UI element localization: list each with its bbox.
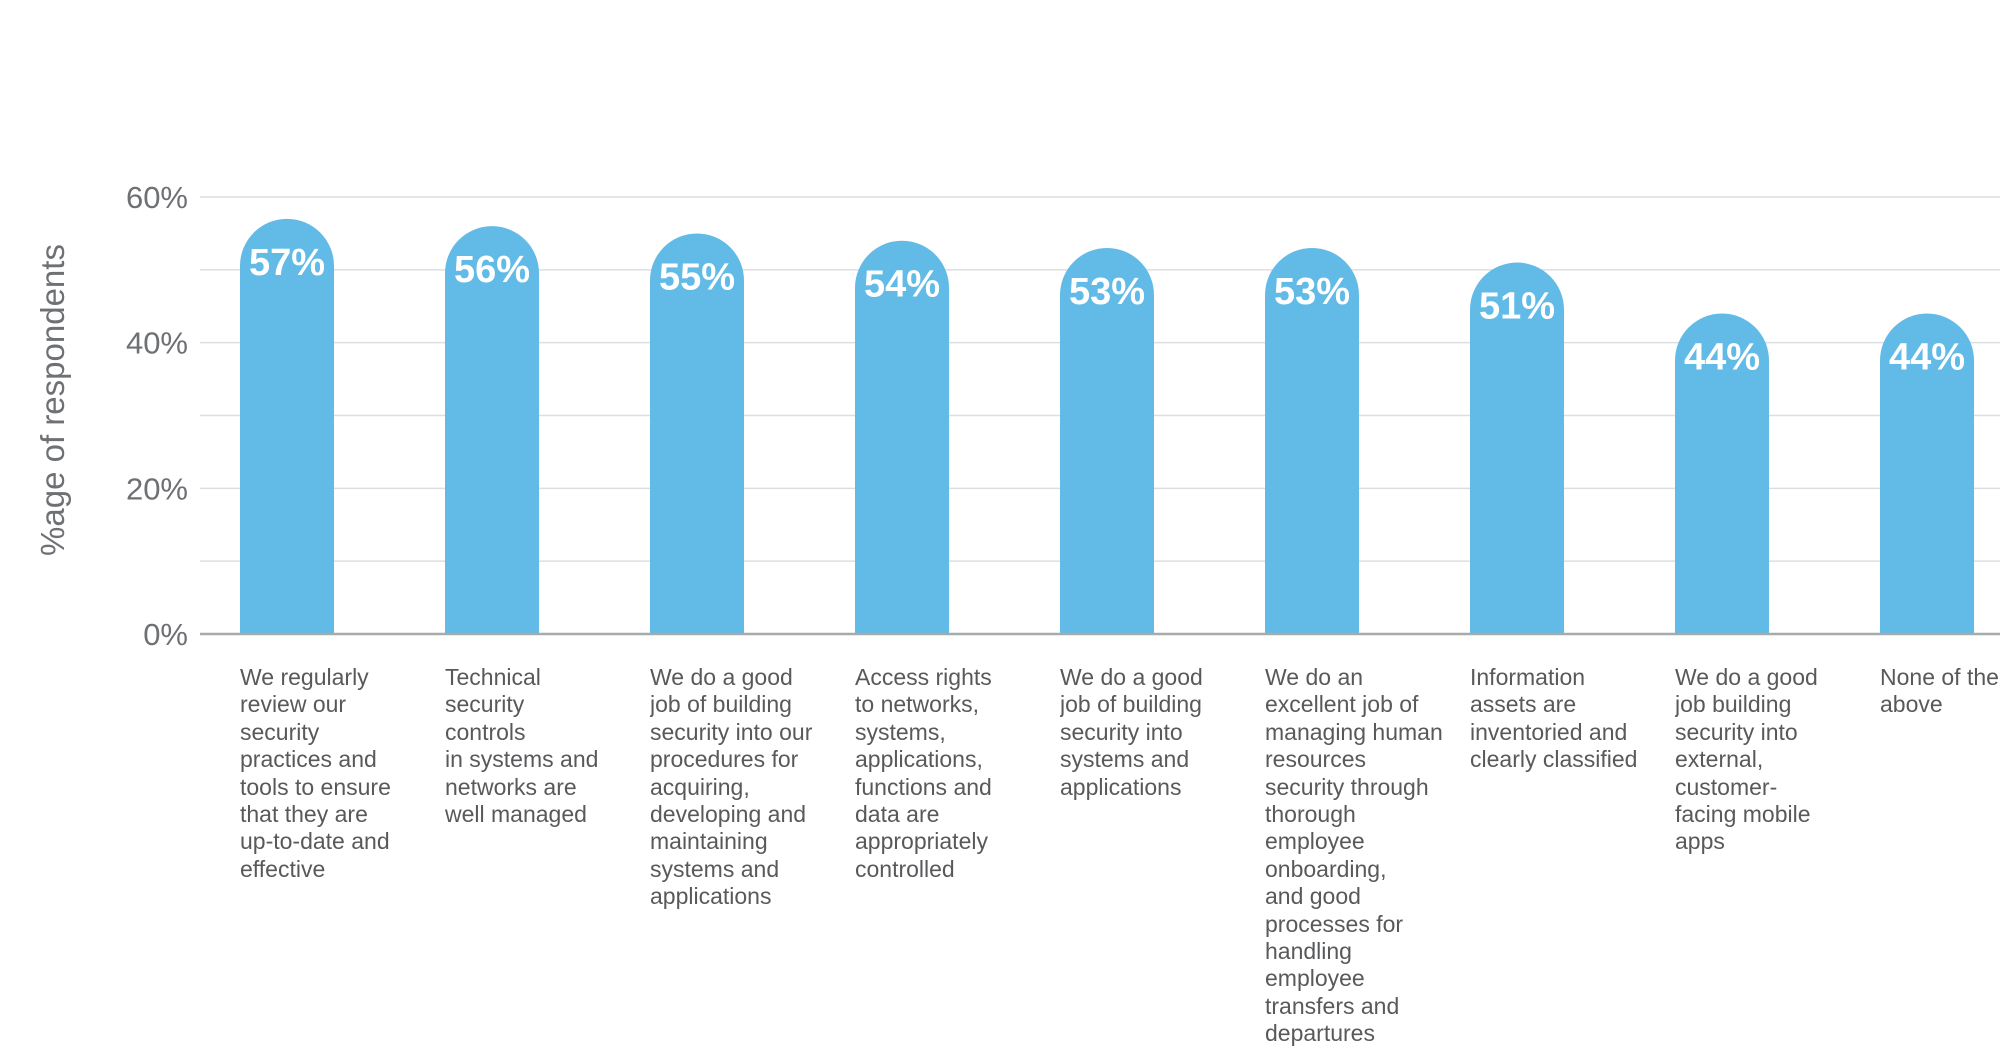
category-label: We do an excellent job of managing human… — [1265, 664, 1443, 1047]
bar — [1060, 247, 1154, 634]
bar — [855, 240, 949, 634]
y-tick-label: 20% — [126, 471, 188, 506]
category-label: We do a good job of building security in… — [1060, 664, 1203, 800]
bar-value-label: 53% — [1069, 271, 1145, 313]
bar — [1675, 313, 1769, 634]
y-tick-label: 0% — [143, 617, 188, 652]
bar — [1265, 247, 1359, 634]
category-label: None of the above — [1880, 664, 1999, 718]
y-axis-title: %age of respondents — [34, 244, 71, 556]
bar-value-label: 56% — [454, 249, 530, 291]
axes: 0% 20% 40% 60% — [126, 180, 2000, 652]
bar — [445, 226, 539, 634]
y-tick-label: 40% — [126, 326, 188, 361]
category-label: We do a good job of building security in… — [650, 664, 813, 910]
bar-value-label: 53% — [1274, 271, 1350, 313]
y-tick-label: 60% — [126, 180, 188, 215]
category-label: We regularly review our security practic… — [240, 664, 391, 882]
bar — [1470, 262, 1564, 634]
bar-value-label: 57% — [249, 242, 325, 284]
bar-value-label: 44% — [1684, 337, 1760, 379]
category-label: We do a good job building security into … — [1675, 664, 1818, 855]
bar-value-label: 44% — [1889, 337, 1965, 379]
bar — [240, 218, 334, 634]
bars: 57% 56% 55% 54% 53% 53% 51% 44% 44% — [240, 218, 1974, 635]
category-label: Technical security controls in systems a… — [445, 664, 599, 828]
bar-value-label: 51% — [1479, 286, 1555, 328]
bar-value-label: 55% — [659, 256, 735, 298]
category-label: Access rights to networks, systems, appl… — [855, 664, 992, 882]
bar — [650, 233, 744, 635]
category-label: Information assets are inventoried and c… — [1470, 664, 1638, 773]
bar — [1880, 313, 1974, 634]
bar-value-label: 54% — [864, 264, 940, 306]
